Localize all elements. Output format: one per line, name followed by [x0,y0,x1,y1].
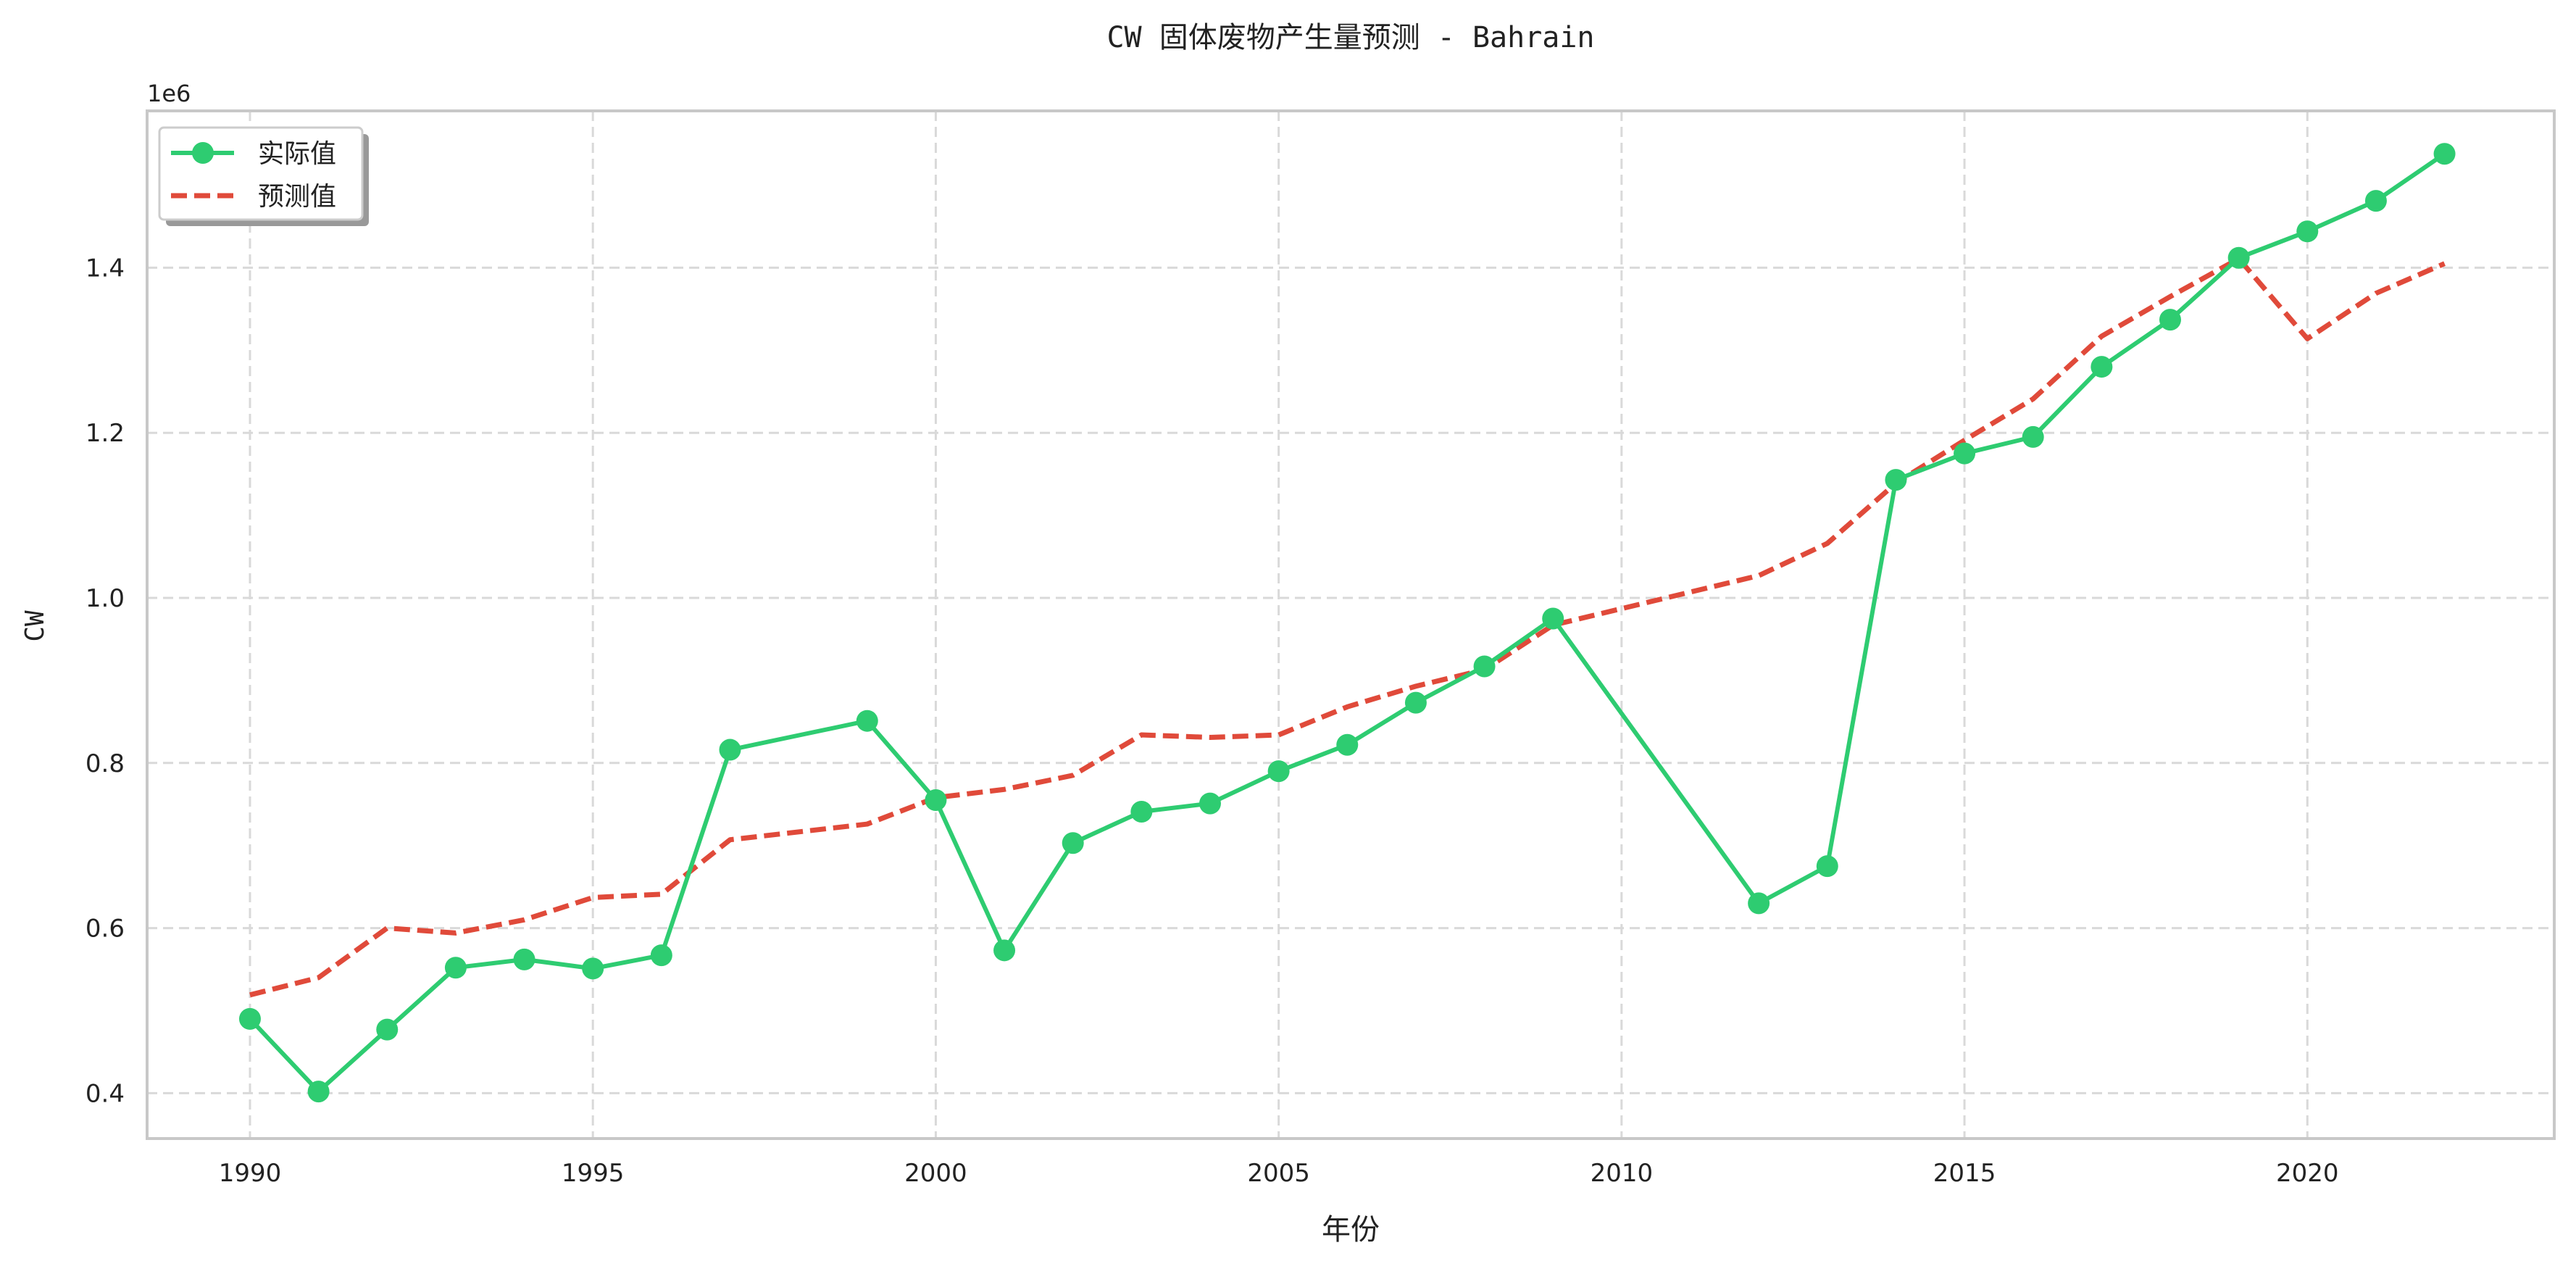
data-point-actual [1885,469,1907,491]
plot-frame [146,109,2556,1140]
data-point-actual [1267,760,1290,783]
data-point-actual [1062,832,1084,854]
y-tick-label: 0.8 [86,749,125,778]
data-point-actual [513,948,535,970]
data-point-actual [2433,143,2456,165]
y-tick-label: 1.4 [86,254,125,283]
x-tick-label: 2000 [904,1159,967,1188]
x-tick-labels: 1990 1995 2000 2005 2010 2015 2020 [219,1159,2339,1188]
data-point-actual [444,957,467,979]
series-line-predicted [249,256,2446,998]
legend-marker-actual [192,142,214,164]
data-point-actual [1816,855,1838,878]
data-point-actual [2296,220,2319,243]
x-tick-label: 2005 [1247,1159,1310,1188]
x-axis-label: 年份 [1322,1213,1380,1247]
legend-label-predicted: 预测值 [258,182,336,212]
data-point-actual [1199,792,1221,815]
data-point-actual [582,957,604,980]
data-point-actual [376,1018,399,1041]
y-tick-label: 0.6 [86,915,125,944]
x-tick-label: 2010 [1591,1159,1654,1188]
y-tick-labels: 0.4 0.6 0.8 1.0 1.2 1.4 [86,254,125,1108]
data-point-actual [1542,607,1564,630]
y-tick-label: 1.0 [86,584,125,613]
data-point-actual [993,939,1016,962]
data-point-actual [307,1081,330,1103]
series-layer [238,143,2456,1103]
x-tick-label: 2020 [2276,1159,2339,1188]
y-tick-label: 0.4 [86,1079,125,1108]
y-axis-label: CW [20,610,50,642]
data-point-actual [1473,655,1496,678]
chart-title: CW 固体废物产生量预测 - Bahrain [1106,21,1594,54]
data-point-actual [2022,425,2044,448]
data-point-actual [238,1007,261,1030]
data-point-actual [2364,190,2387,212]
y-multiplier-label: 1e6 [147,80,191,107]
data-point-actual [1954,442,1976,465]
data-point-actual [719,738,741,761]
x-tick-label: 2015 [1933,1159,1996,1188]
data-point-actual [2227,246,2250,269]
legend: 实际值 预测值 [158,126,369,226]
data-point-actual [1748,892,1770,915]
data-point-actual [925,789,947,812]
data-point-actual [1336,733,1359,756]
data-point-actual [856,710,878,732]
y-tick-label: 1.2 [86,419,125,448]
grid-layer [147,111,2554,1139]
data-point-actual [2159,309,2181,331]
data-point-actual [650,944,672,967]
series-line-actual [248,151,2446,1094]
x-tick-label: 1995 [562,1159,625,1188]
legend-label-actual: 实际值 [258,139,336,169]
x-tick-label: 1990 [219,1159,282,1188]
data-point-actual [2091,356,2113,378]
data-point-actual [1130,800,1153,823]
data-point-actual [1404,691,1427,714]
